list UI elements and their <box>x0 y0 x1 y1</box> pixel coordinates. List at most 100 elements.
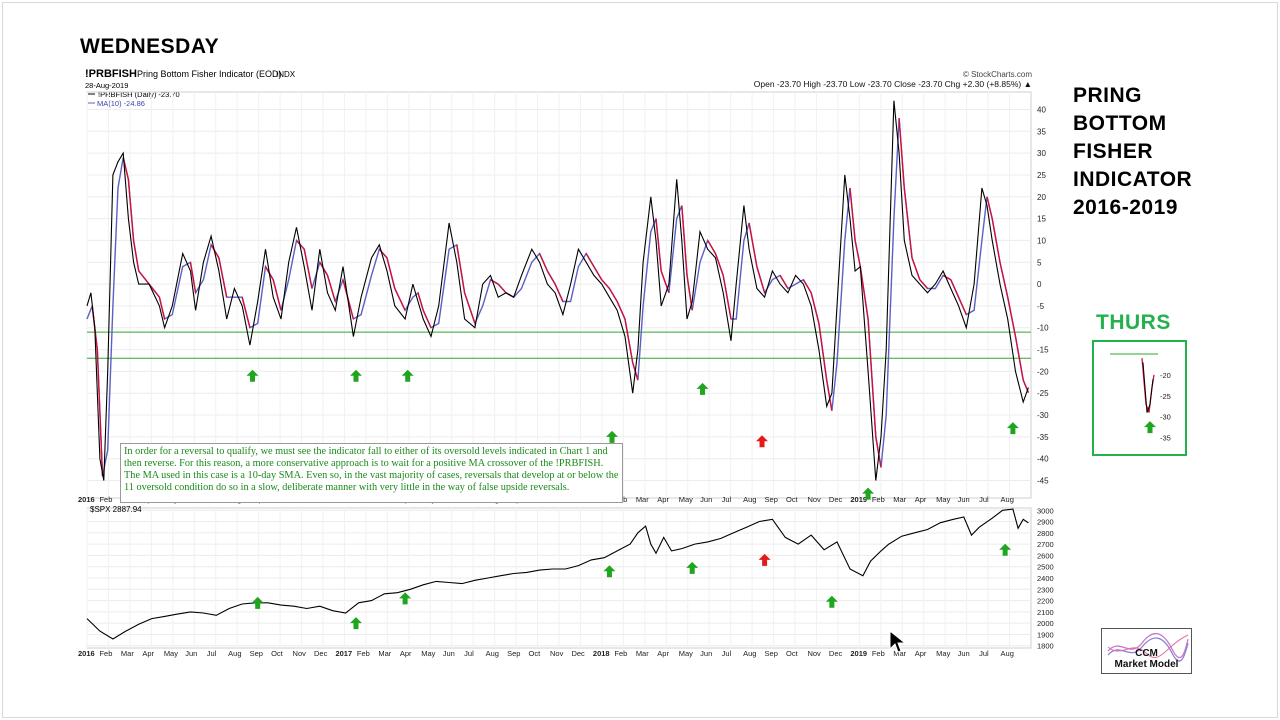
x-tick-label: Feb <box>357 649 370 658</box>
x-tick-label: Feb <box>872 495 885 504</box>
inset-buy-arrow <box>1144 421 1156 434</box>
ma-falling-segment <box>1014 336 1024 381</box>
buy-signal-arrow <box>349 617 362 630</box>
side-title-line: PRING <box>1073 84 1143 107</box>
ma-falling-segment <box>1007 297 1017 337</box>
x-tick-label: Sep <box>765 649 778 658</box>
spx-legend: $SPX 2887.94 <box>90 505 142 514</box>
legend-main: !PRBFISH (Daily) -23.70 <box>98 90 180 99</box>
x-tick-label: Aug <box>228 649 241 658</box>
ma-falling-segment <box>854 240 861 267</box>
y-tick-label: 15 <box>1037 215 1046 224</box>
legend-ma: MA(10) -24.86 <box>97 99 145 108</box>
ma-falling-segment <box>624 318 634 363</box>
ma-falling-segment <box>991 218 1001 263</box>
spx-panel: 3000 2900 2800 2700 2600 2500 2400 2300 2200 2100… <box>78 506 1054 658</box>
x-tick-label: Jun <box>700 495 712 504</box>
x-tick-label: Aug <box>1001 495 1014 504</box>
ma-falling-segment <box>546 270 556 285</box>
y-tick-label: 1800 <box>1037 642 1054 651</box>
ma-falling-segment <box>875 436 882 468</box>
x-tick-label: Apr <box>142 649 154 658</box>
x-tick-label: Dec <box>829 649 843 658</box>
ma-falling-segment <box>999 262 1009 298</box>
x-tick-label: Dec <box>314 649 328 658</box>
ma-falling-segment <box>849 187 856 241</box>
x-tick-label: Apr <box>657 495 669 504</box>
ma-falling-segment <box>957 296 967 315</box>
x-tick-label: Nov <box>807 649 821 658</box>
buy-signal-arrow <box>401 369 414 382</box>
ma-series-line <box>86 118 1030 477</box>
inset-indicator-line <box>1142 362 1154 413</box>
ma-falling-segment <box>810 292 820 324</box>
ma-falling-segment <box>463 292 476 324</box>
x-tick-label: Aug <box>743 649 756 658</box>
chart-date: 28-Aug-2019 <box>85 81 128 90</box>
thurs-inset: -20 -25 -30 -35 <box>1092 340 1187 456</box>
inset-y-tick: -20 <box>1160 371 1171 380</box>
y-tick-label: 2800 <box>1037 529 1054 538</box>
buy-signal-arrow <box>251 596 264 609</box>
y-tick-label: -25 <box>1037 389 1049 398</box>
ma-falling-segment <box>681 205 688 276</box>
ma-falling-segment <box>148 283 160 298</box>
ma-falling-segment <box>303 249 313 289</box>
x-tick-label: Aug <box>743 495 756 504</box>
ma-falling-segment <box>859 266 869 320</box>
x-tick-label: Apr <box>657 649 669 658</box>
x-tick-label: Nov <box>550 649 564 658</box>
x-tick-label: Oct <box>786 649 799 658</box>
y-tick-label: 2500 <box>1037 563 1054 572</box>
y-tick-label: 2400 <box>1037 574 1054 583</box>
x-tick-label: Jul <box>722 495 732 504</box>
indicator-panel: 40 35 30 25 20 15 10 5 0 -5 -10 -15 -20 -25 -30 -35 -40 -… <box>78 91 1049 504</box>
side-title-line: INDICATOR <box>1073 168 1193 191</box>
x-tick-label: May <box>164 649 178 658</box>
x-tick-label: May <box>421 649 435 658</box>
ma-falling-segment <box>554 283 564 302</box>
chart-name: Pring Bottom Fisher Indicator (EOD) <box>137 69 282 79</box>
x-tick-label: Dec <box>571 649 585 658</box>
ma-falling-segment <box>942 274 952 281</box>
explanation-note: In order for a reversal to qualify, we m… <box>120 443 623 503</box>
y-tick-label: 2900 <box>1037 518 1054 527</box>
ma-falling-segment <box>272 279 282 311</box>
x-tick-label: Apr <box>915 649 927 658</box>
ma-falling-segment <box>818 323 828 381</box>
ma-falling-segment <box>158 297 166 320</box>
ma-falling-segment <box>138 270 150 285</box>
buy-signal-arrow <box>1006 422 1019 435</box>
ma-falling-segment <box>898 118 905 189</box>
ma-falling-segment <box>825 380 833 411</box>
x-tick-label: Jun <box>958 495 970 504</box>
inset-y-tick: -35 <box>1160 434 1171 443</box>
x-tick-label: 2016 <box>78 649 95 658</box>
ma-falling-segment <box>911 257 921 280</box>
ma-falling-segment <box>756 266 766 294</box>
x-tick-label: 2019 <box>850 649 867 658</box>
thurs-inset-chart: -20 -25 -30 -35 <box>1110 353 1171 443</box>
ohlc-readout: Open -23.70 High -23.70 Low -23.70 Close… <box>754 79 1032 89</box>
x-tick-label: Aug <box>486 649 499 658</box>
x-tick-label: Jun <box>443 649 455 658</box>
x-tick-label: Mar <box>893 649 906 658</box>
buy-signal-arrow <box>686 561 699 574</box>
x-tick-label: Nov <box>807 495 821 504</box>
y-tick-label: 25 <box>1037 171 1046 180</box>
ma-falling-segment <box>903 187 913 258</box>
side-title-line: BOTTOM <box>1073 112 1167 135</box>
x-tick-label: May <box>679 649 693 658</box>
mouse-cursor-icon <box>889 630 907 653</box>
ma-falling-segment <box>779 274 789 289</box>
ma-falling-segment <box>655 218 662 272</box>
x-tick-label: Feb <box>614 649 627 658</box>
y-tick-label: 0 <box>1037 280 1042 289</box>
ma-falling-segment <box>722 275 732 320</box>
sell-signal-arrow <box>758 553 771 566</box>
side-title: PRING BOTTOM FISHER INDICATOR 2016-2019 <box>1073 82 1192 222</box>
buy-signal-arrow <box>606 430 619 443</box>
y-tick-label: 35 <box>1037 127 1046 136</box>
x-tick-label: Mar <box>636 649 649 658</box>
